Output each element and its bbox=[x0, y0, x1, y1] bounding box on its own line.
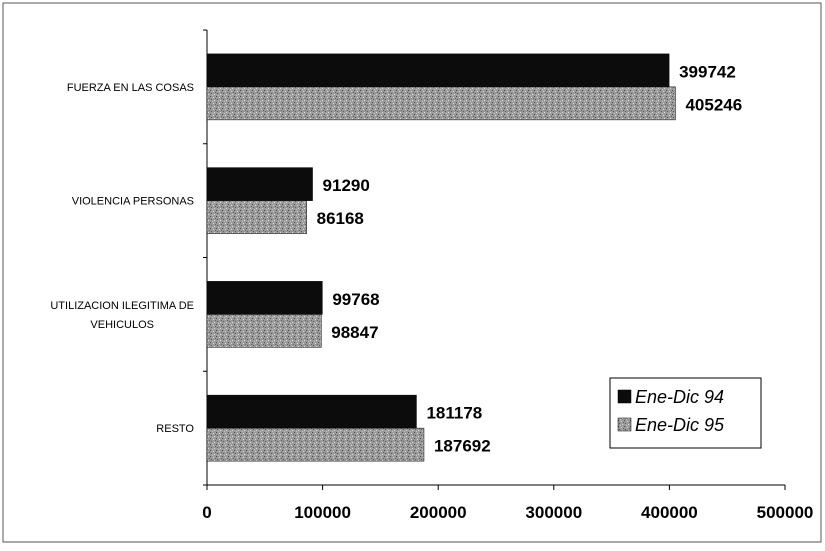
legend-label: Ene-Dic 94 bbox=[635, 387, 724, 407]
data-label-ene-dic-95: 187692 bbox=[434, 437, 491, 456]
x-tick-label: 500000 bbox=[757, 503, 814, 522]
category-label-line: VEHICULOS bbox=[90, 319, 154, 331]
data-label-ene-dic-95: 98847 bbox=[331, 323, 378, 342]
data-label-ene-dic-94: 399742 bbox=[679, 62, 736, 81]
category-label-line: FUERZA EN LAS COSAS bbox=[67, 82, 194, 94]
data-label-ene-dic-94: 99768 bbox=[332, 290, 379, 309]
x-tick-label: 200000 bbox=[410, 503, 467, 522]
bar-ene-dic-94 bbox=[206, 394, 417, 429]
category-label: FUERZA EN LAS COSAS bbox=[67, 82, 194, 94]
category-label-line: UTILIZACION ILEGITIMA DE bbox=[50, 300, 194, 312]
bar-ene-dic-94 bbox=[206, 281, 323, 315]
data-label-ene-dic-94: 181178 bbox=[426, 404, 482, 423]
category-label: RESTO bbox=[156, 423, 194, 435]
x-tick-label: 100000 bbox=[294, 503, 351, 522]
bar-ene-dic-95 bbox=[206, 314, 322, 348]
x-tick-label: 300000 bbox=[525, 503, 582, 522]
legend-swatch bbox=[617, 389, 632, 404]
bar-ene-dic-95 bbox=[206, 200, 307, 234]
data-label-ene-dic-94: 91290 bbox=[323, 176, 370, 195]
legend-swatch bbox=[617, 417, 632, 432]
data-label-ene-dic-95: 405246 bbox=[685, 95, 742, 114]
data-label-ene-dic-95: 86168 bbox=[317, 209, 364, 228]
bar-ene-dic-95 bbox=[206, 86, 676, 121]
legend-label: Ene-Dic 95 bbox=[635, 415, 725, 435]
bar-ene-dic-94 bbox=[206, 53, 670, 88]
legend-box bbox=[609, 377, 762, 449]
category-label: UTILIZACION ILEGITIMA DE VEHICULOS bbox=[50, 300, 194, 331]
category-label: VIOLENCIA PERSONAS bbox=[72, 196, 194, 208]
bar-ene-dic-95 bbox=[206, 427, 425, 462]
bar-ene-dic-94 bbox=[206, 167, 313, 201]
category-label-line: RESTO bbox=[156, 423, 194, 435]
category-label-line: VIOLENCIA PERSONAS bbox=[72, 196, 194, 208]
x-tick-label: 400000 bbox=[641, 503, 698, 522]
x-tick-label: 0 bbox=[202, 503, 211, 522]
